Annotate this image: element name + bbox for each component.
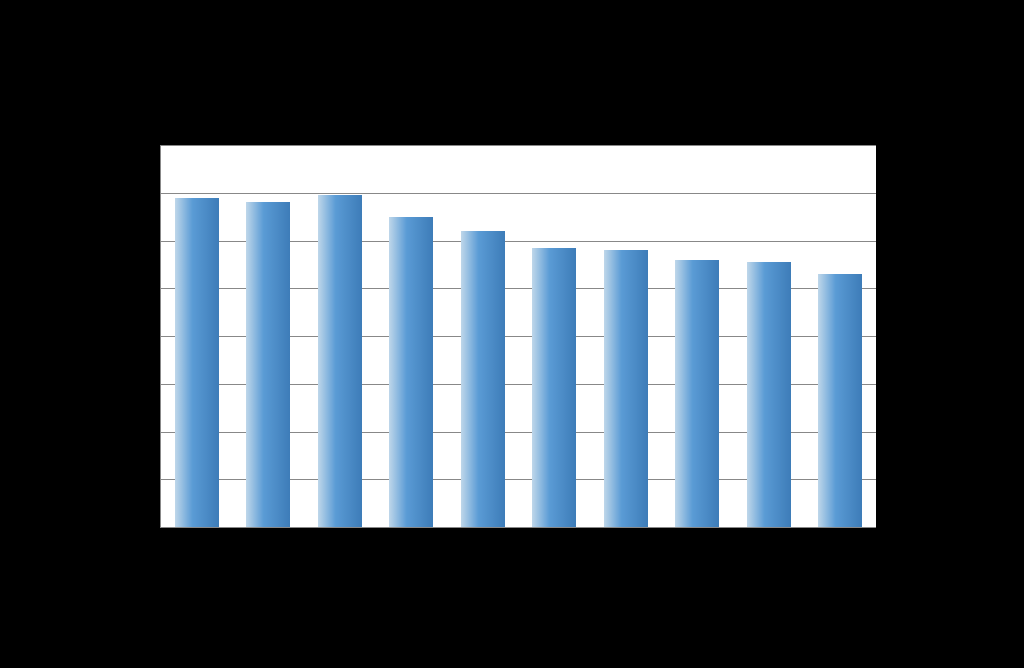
bar [389, 217, 433, 527]
bar [675, 260, 719, 527]
bar-slot [447, 145, 519, 527]
bar-slot [376, 145, 448, 527]
bar-slot [233, 145, 305, 527]
bar-slot [805, 145, 877, 527]
bar-slot [161, 145, 233, 527]
bar [532, 248, 576, 527]
bars-container [161, 145, 876, 527]
bar-slot [590, 145, 662, 527]
bar-slot [519, 145, 591, 527]
bar-slot [662, 145, 734, 527]
bar [747, 262, 791, 527]
bar [175, 198, 219, 527]
bar [318, 195, 362, 527]
bar [246, 202, 290, 527]
bar [604, 250, 648, 527]
bar [818, 274, 862, 527]
bar-slot [733, 145, 805, 527]
bar-slot [304, 145, 376, 527]
bar [461, 231, 505, 527]
plot-area [160, 145, 876, 528]
bar-chart [160, 145, 876, 528]
